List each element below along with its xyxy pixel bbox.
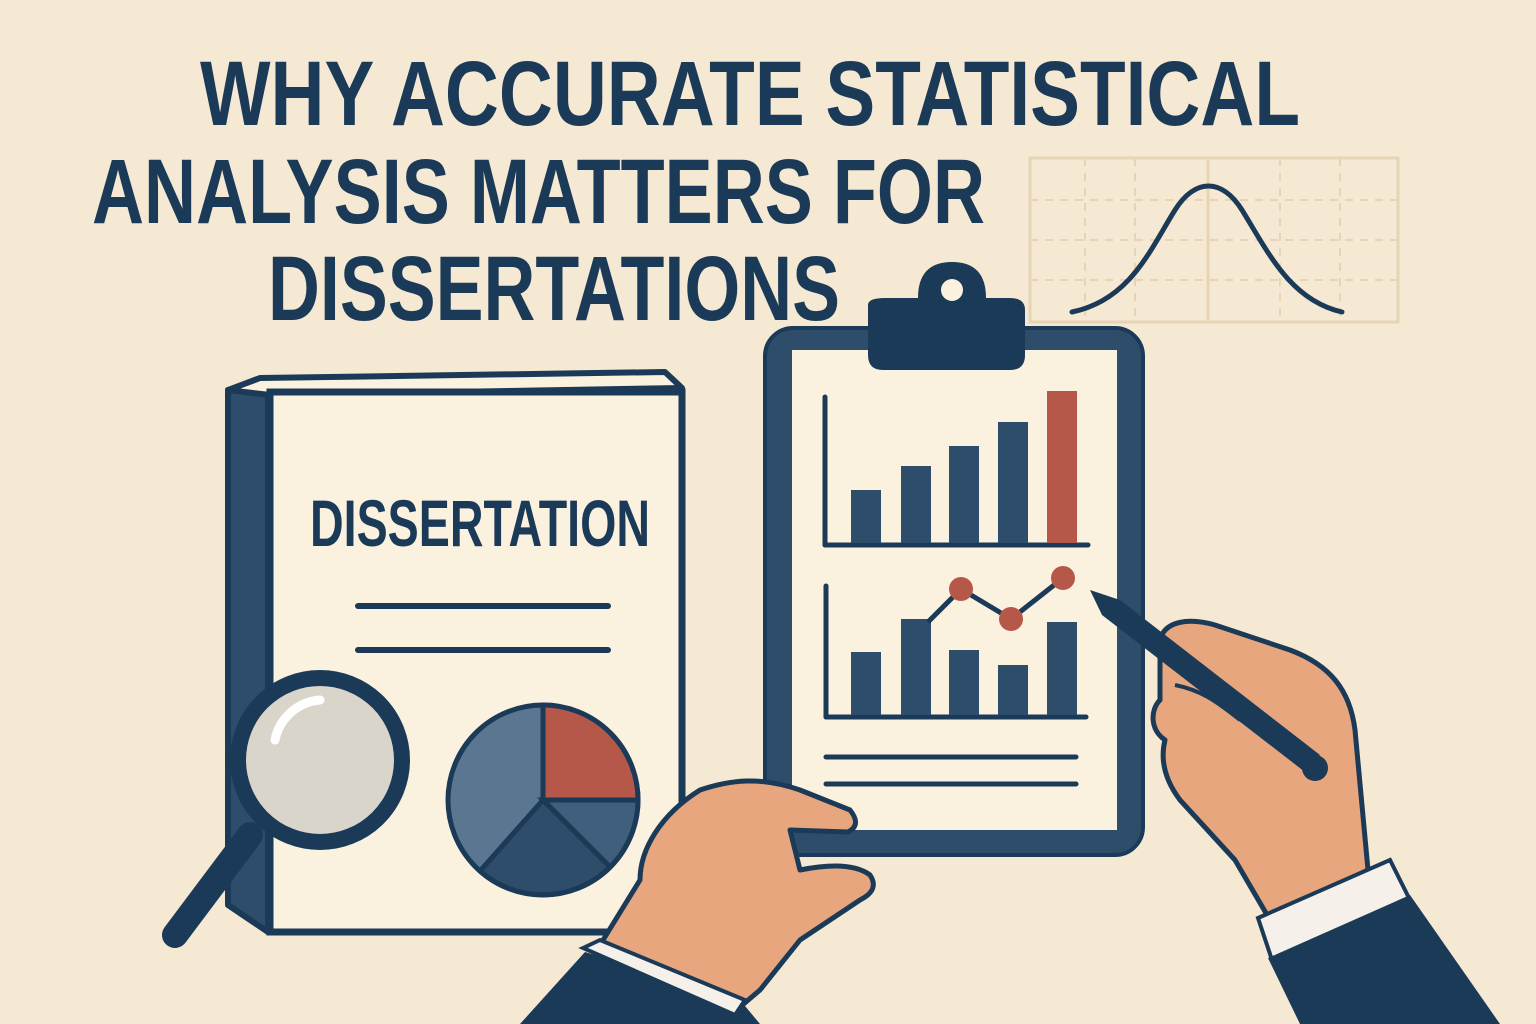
- bar-3: [949, 650, 979, 715]
- bar-1: [851, 490, 881, 543]
- bar-4: [998, 422, 1028, 543]
- title-line-2: ANALYSIS MATTERS FOR: [92, 141, 985, 243]
- pie-slice-2: [540, 702, 641, 803]
- bar-3: [949, 446, 979, 543]
- bar-chart-top: [822, 391, 1091, 548]
- book-cover-label: DISSERTATION: [310, 486, 650, 560]
- line-point-2: [999, 607, 1023, 631]
- left-hand: [520, 778, 876, 1024]
- page-title: WHY ACCURATE STATISTICAL ANALYSIS MATTER…: [92, 43, 1300, 340]
- line-point-3: [1051, 566, 1075, 590]
- bar-2: [901, 619, 931, 715]
- magnifying-glass-icon: [162, 670, 410, 948]
- title-line-3: DISSERTATIONS: [268, 238, 840, 340]
- bar-2: [901, 466, 931, 543]
- line-point-1: [949, 577, 973, 601]
- pie-slice-3: [536, 797, 641, 871]
- bar-5: [1047, 622, 1077, 715]
- bar-1: [851, 652, 881, 715]
- title-line-1: WHY ACCURATE STATISTICAL: [200, 43, 1300, 145]
- pie-slice-4: [476, 796, 614, 898]
- book-icon: DISSERTATION: [225, 369, 686, 936]
- bar-4: [998, 665, 1028, 715]
- clipboard-icon: [763, 262, 1145, 857]
- bar-5: [1047, 391, 1077, 543]
- pie-chart: [445, 702, 641, 898]
- bell-curve-icon: [1028, 156, 1400, 324]
- pen-icon: [1090, 590, 1328, 781]
- bar-line-chart-bottom: [823, 566, 1089, 720]
- right-hand: [1090, 590, 1500, 1024]
